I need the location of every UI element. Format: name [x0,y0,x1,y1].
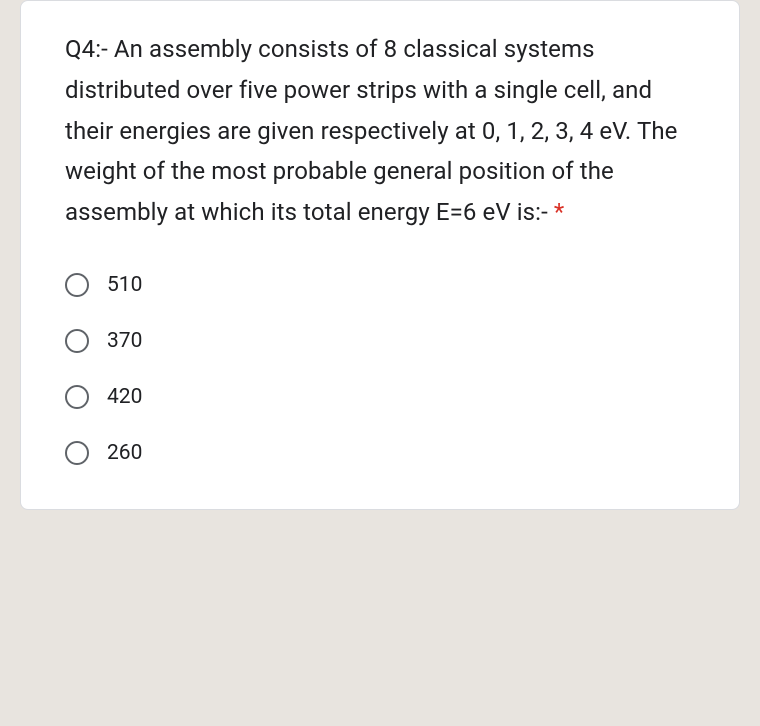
question-body: Q4:- An assembly consists of 8 classical… [65,35,678,226]
radio-label: 510 [107,273,142,297]
radio-option-0[interactable]: 510 [65,273,695,297]
required-asterisk: * [548,198,565,226]
radio-option-3[interactable]: 260 [65,441,695,465]
radio-circle-icon [65,385,89,409]
options-group: 510 370 420 260 [65,273,695,465]
radio-circle-icon [65,273,89,297]
radio-option-2[interactable]: 420 [65,385,695,409]
radio-option-1[interactable]: 370 [65,329,695,353]
radio-circle-icon [65,329,89,353]
question-text: Q4:- An assembly consists of 8 classical… [65,29,695,233]
radio-label: 420 [107,385,142,409]
radio-circle-icon [65,441,89,465]
radio-label: 260 [107,441,142,465]
question-card: Q4:- An assembly consists of 8 classical… [20,0,740,510]
radio-label: 370 [107,329,142,353]
